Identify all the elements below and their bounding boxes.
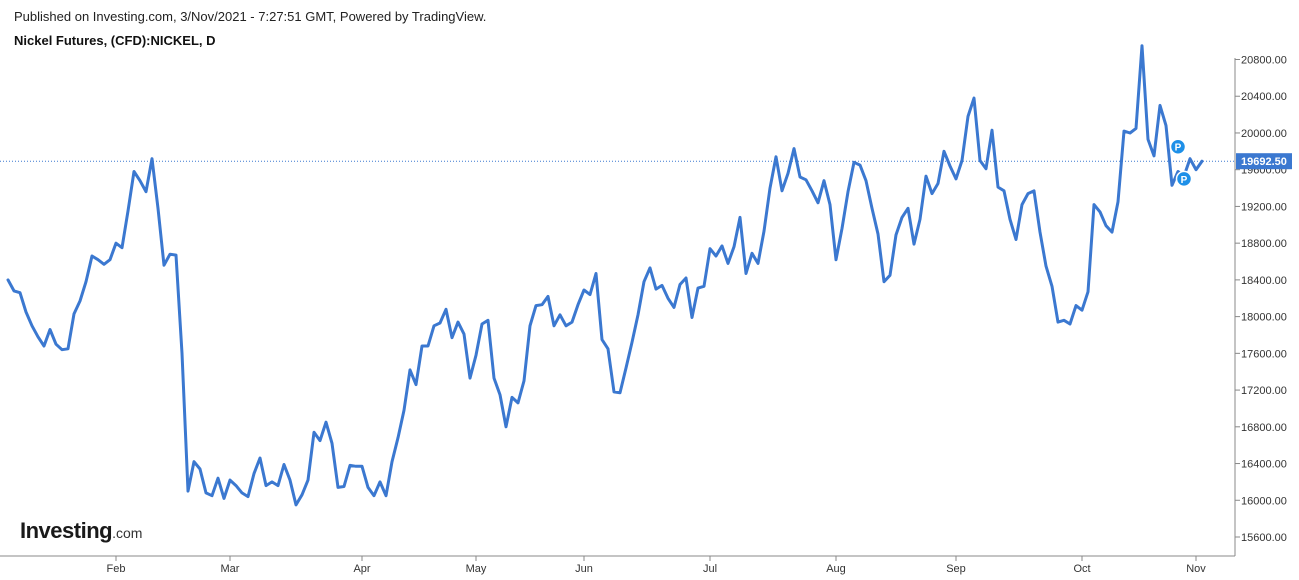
x-tick-label: Jun [575,563,593,575]
last-price-label: 19692.50 [1241,156,1287,168]
x-tick-label: May [466,563,487,575]
x-tick-label: Nov [1186,563,1206,575]
y-tick-label: 16800.00 [1241,422,1287,434]
axes: 15600.00 16000.00 16400.00 16800.00 17200.00… [0,55,1292,575]
y-tick-label: 19200.00 [1241,201,1287,213]
last-price-tag: 19692.50 [1236,153,1292,170]
y-tick-label: 20000.00 [1241,128,1287,140]
y-tick-label: 18000.00 [1241,312,1287,324]
y-tick-label: 17200.00 [1241,385,1287,397]
marker-label: P [1181,175,1188,186]
y-tick-label: 18400.00 [1241,275,1287,287]
y-tick-label: 15600.00 [1241,532,1287,544]
series-line [6,44,1204,507]
y-tick-label: 17600.00 [1241,348,1287,360]
marker-circle [1175,170,1193,188]
marker-p: P [1169,138,1187,155]
chart-title: Nickel Futures, (CFD):NICKEL, D [14,33,216,48]
y-tick-label: 20800.00 [1241,55,1287,67]
x-tick-label: Mar [221,563,240,575]
x-tick-label: Jul [703,563,717,575]
x-tick-label: Aug [826,563,846,575]
marker-circle [1169,138,1187,155]
marker-p: P [1175,170,1193,188]
y-tick-label: 16400.00 [1241,459,1287,471]
x-tick-label: Apr [353,563,370,575]
investing-logo: Investing.com [20,518,142,544]
y-tick-label: 20400.00 [1241,91,1287,103]
logo-brand: Investing [20,518,113,543]
x-tick-label: Feb [107,563,126,575]
y-tick-label: 16000.00 [1241,495,1287,507]
y-tick-label: 18800.00 [1241,238,1287,250]
plot-area: PP [0,44,1235,507]
x-tick-label: Sep [946,563,966,575]
last-price-bg [1236,153,1292,170]
logo-tld: .com [112,525,143,541]
published-info: Published on Investing.com, 3/Nov/2021 -… [14,9,487,24]
x-tick-label: Oct [1073,563,1090,575]
marker-label: P [1175,143,1182,154]
